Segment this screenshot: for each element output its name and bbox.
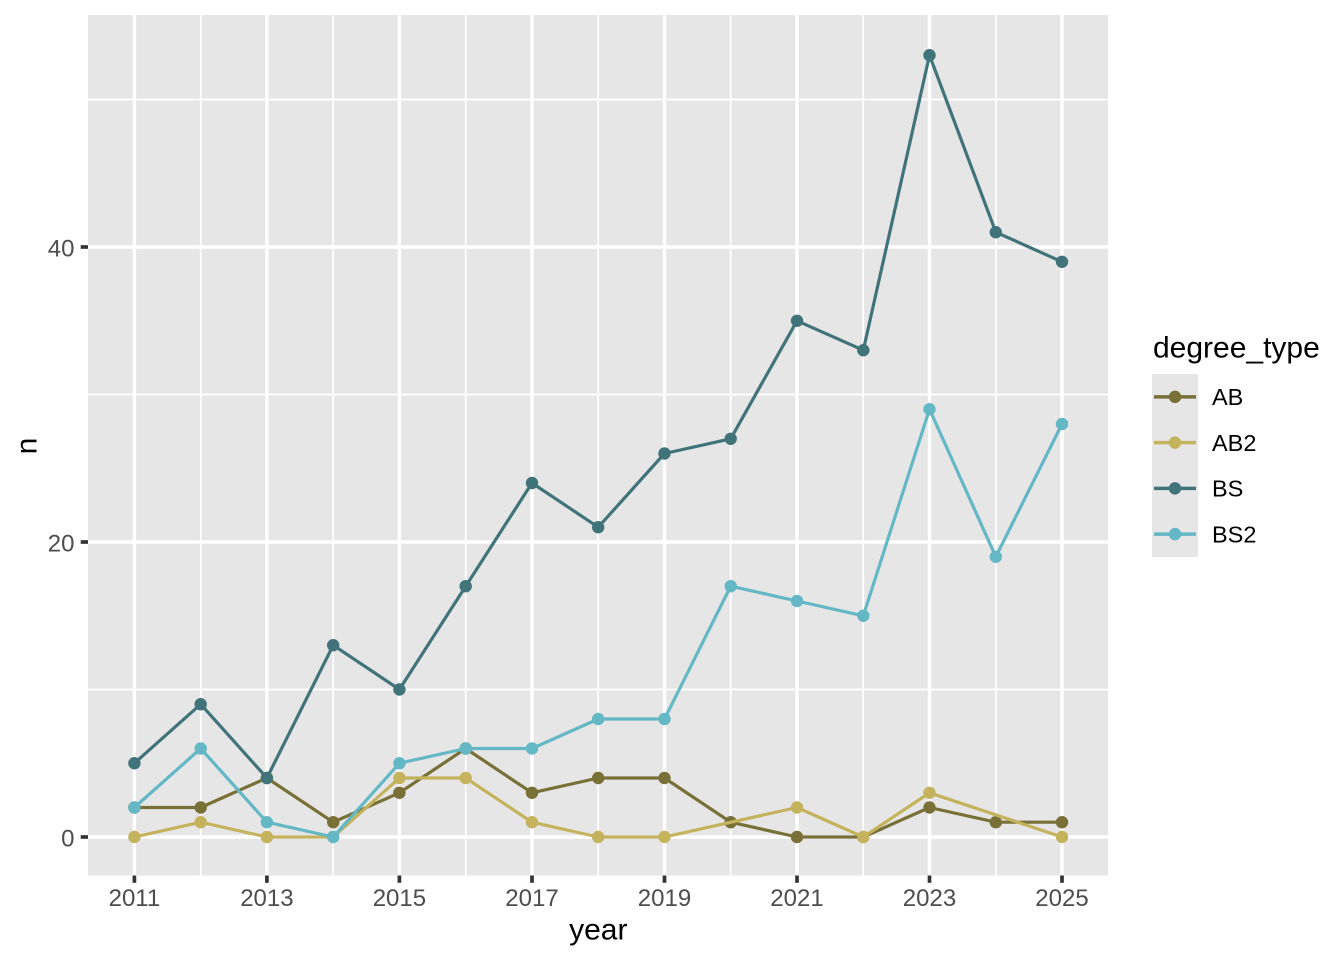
svg-text:2023: 2023 bbox=[903, 885, 956, 912]
svg-text:degree_type: degree_type bbox=[1153, 331, 1320, 364]
svg-text:2025: 2025 bbox=[1035, 885, 1088, 912]
svg-text:AB: AB bbox=[1212, 384, 1243, 410]
svg-text:2021: 2021 bbox=[770, 885, 823, 912]
svg-text:2019: 2019 bbox=[638, 885, 691, 912]
svg-text:BS2: BS2 bbox=[1212, 521, 1256, 547]
svg-text:AB2: AB2 bbox=[1212, 430, 1256, 456]
svg-text:2015: 2015 bbox=[373, 885, 426, 912]
svg-text:n: n bbox=[11, 438, 44, 455]
svg-text:2013: 2013 bbox=[240, 885, 293, 912]
svg-text:40: 40 bbox=[48, 235, 75, 262]
svg-text:2011: 2011 bbox=[109, 885, 161, 912]
svg-text:2017: 2017 bbox=[505, 885, 558, 912]
svg-text:BS: BS bbox=[1212, 476, 1243, 502]
svg-text:0: 0 bbox=[61, 825, 74, 852]
svg-text:year: year bbox=[569, 914, 627, 947]
svg-text:20: 20 bbox=[48, 530, 75, 557]
